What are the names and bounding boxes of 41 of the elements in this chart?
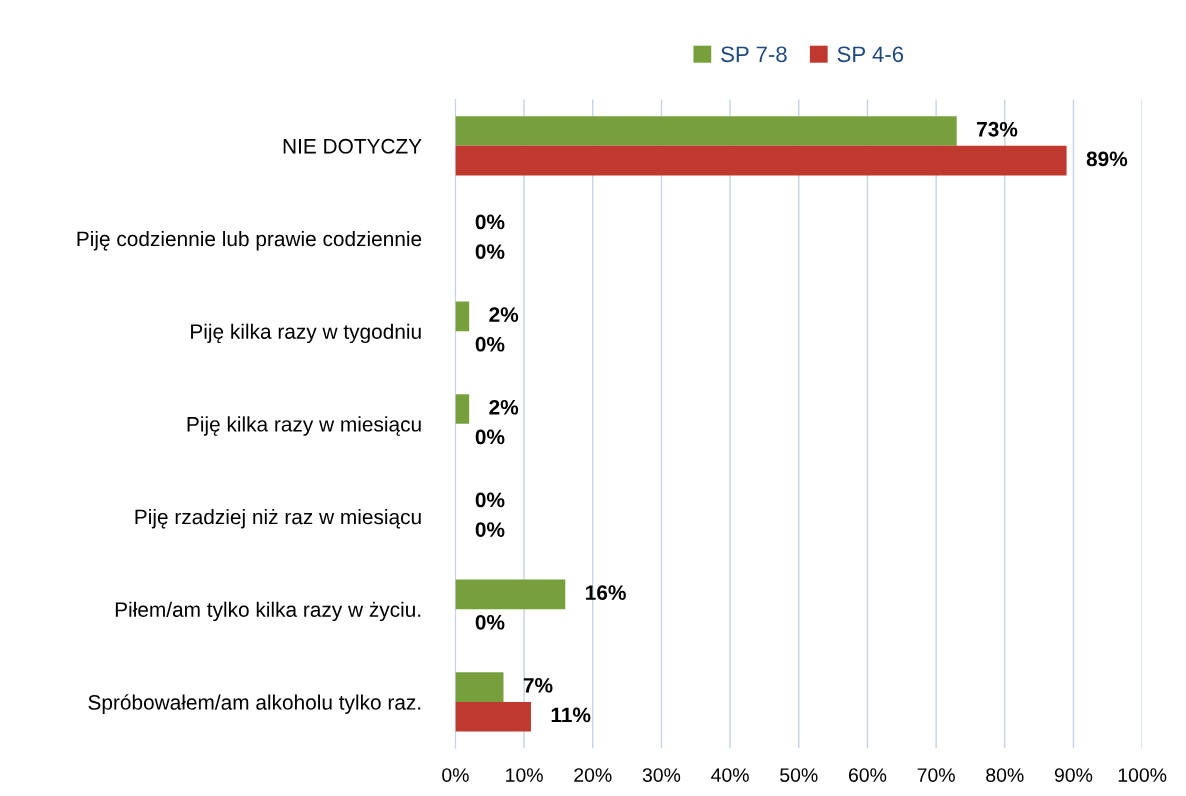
x-tick-label: 0% xyxy=(442,768,469,782)
data-label: 0% xyxy=(475,244,505,259)
x-tick-label: 70% xyxy=(917,768,955,782)
x-tick-label: 60% xyxy=(848,768,887,782)
data-label: 89% xyxy=(1086,151,1128,167)
data-label: 0% xyxy=(475,429,505,445)
data-label: 7% xyxy=(523,677,553,693)
legend-label: SP 4-6 xyxy=(837,46,904,63)
x-tick-label: 50% xyxy=(780,768,818,782)
data-label: 0% xyxy=(475,336,505,352)
x-tick-label: 80% xyxy=(986,768,1024,782)
y-tick-label: Piję codziennie lub prawie codziennie xyxy=(77,230,422,251)
y-tick-label: Piję rzadziej niż raz w miesiącu xyxy=(135,509,421,529)
data-label: 0% xyxy=(475,492,505,508)
bar xyxy=(455,579,566,610)
bar xyxy=(455,701,531,732)
y-tick-label: Piję kilka razy w miesiącu xyxy=(187,416,421,436)
data-label: 16% xyxy=(586,585,626,600)
legend-label: SP 7-8 xyxy=(721,46,787,63)
y-tick-label: NIE DOTYCZY xyxy=(283,138,422,154)
x-tick-label: 30% xyxy=(642,768,681,782)
data-label: 73% xyxy=(977,121,1018,137)
y-tick-label: Piłem/am tylko kilka razy w życiu. xyxy=(115,601,421,622)
data-label: 0% xyxy=(475,614,505,630)
y-tick-label: Spróbowałem/am alkoholu tylko raz. xyxy=(88,694,421,714)
x-tick-label: 10% xyxy=(506,768,543,782)
x-tick-label: 20% xyxy=(574,768,612,782)
data-label: 2% xyxy=(489,399,519,415)
bar xyxy=(455,116,957,146)
bar xyxy=(455,145,1067,176)
bar xyxy=(455,672,504,702)
y-tick-label: Piję kilka razy w tygodniu xyxy=(191,323,421,344)
x-tick-label: 100% xyxy=(1118,768,1167,782)
bar xyxy=(455,394,470,424)
bar xyxy=(455,301,470,332)
data-label: 2% xyxy=(489,307,519,322)
data-label: 11% xyxy=(551,707,591,723)
x-tick-label: 40% xyxy=(711,768,749,782)
x-tick-label: 90% xyxy=(1054,768,1093,782)
data-label: 0% xyxy=(475,214,505,230)
data-label: 0% xyxy=(475,522,505,537)
